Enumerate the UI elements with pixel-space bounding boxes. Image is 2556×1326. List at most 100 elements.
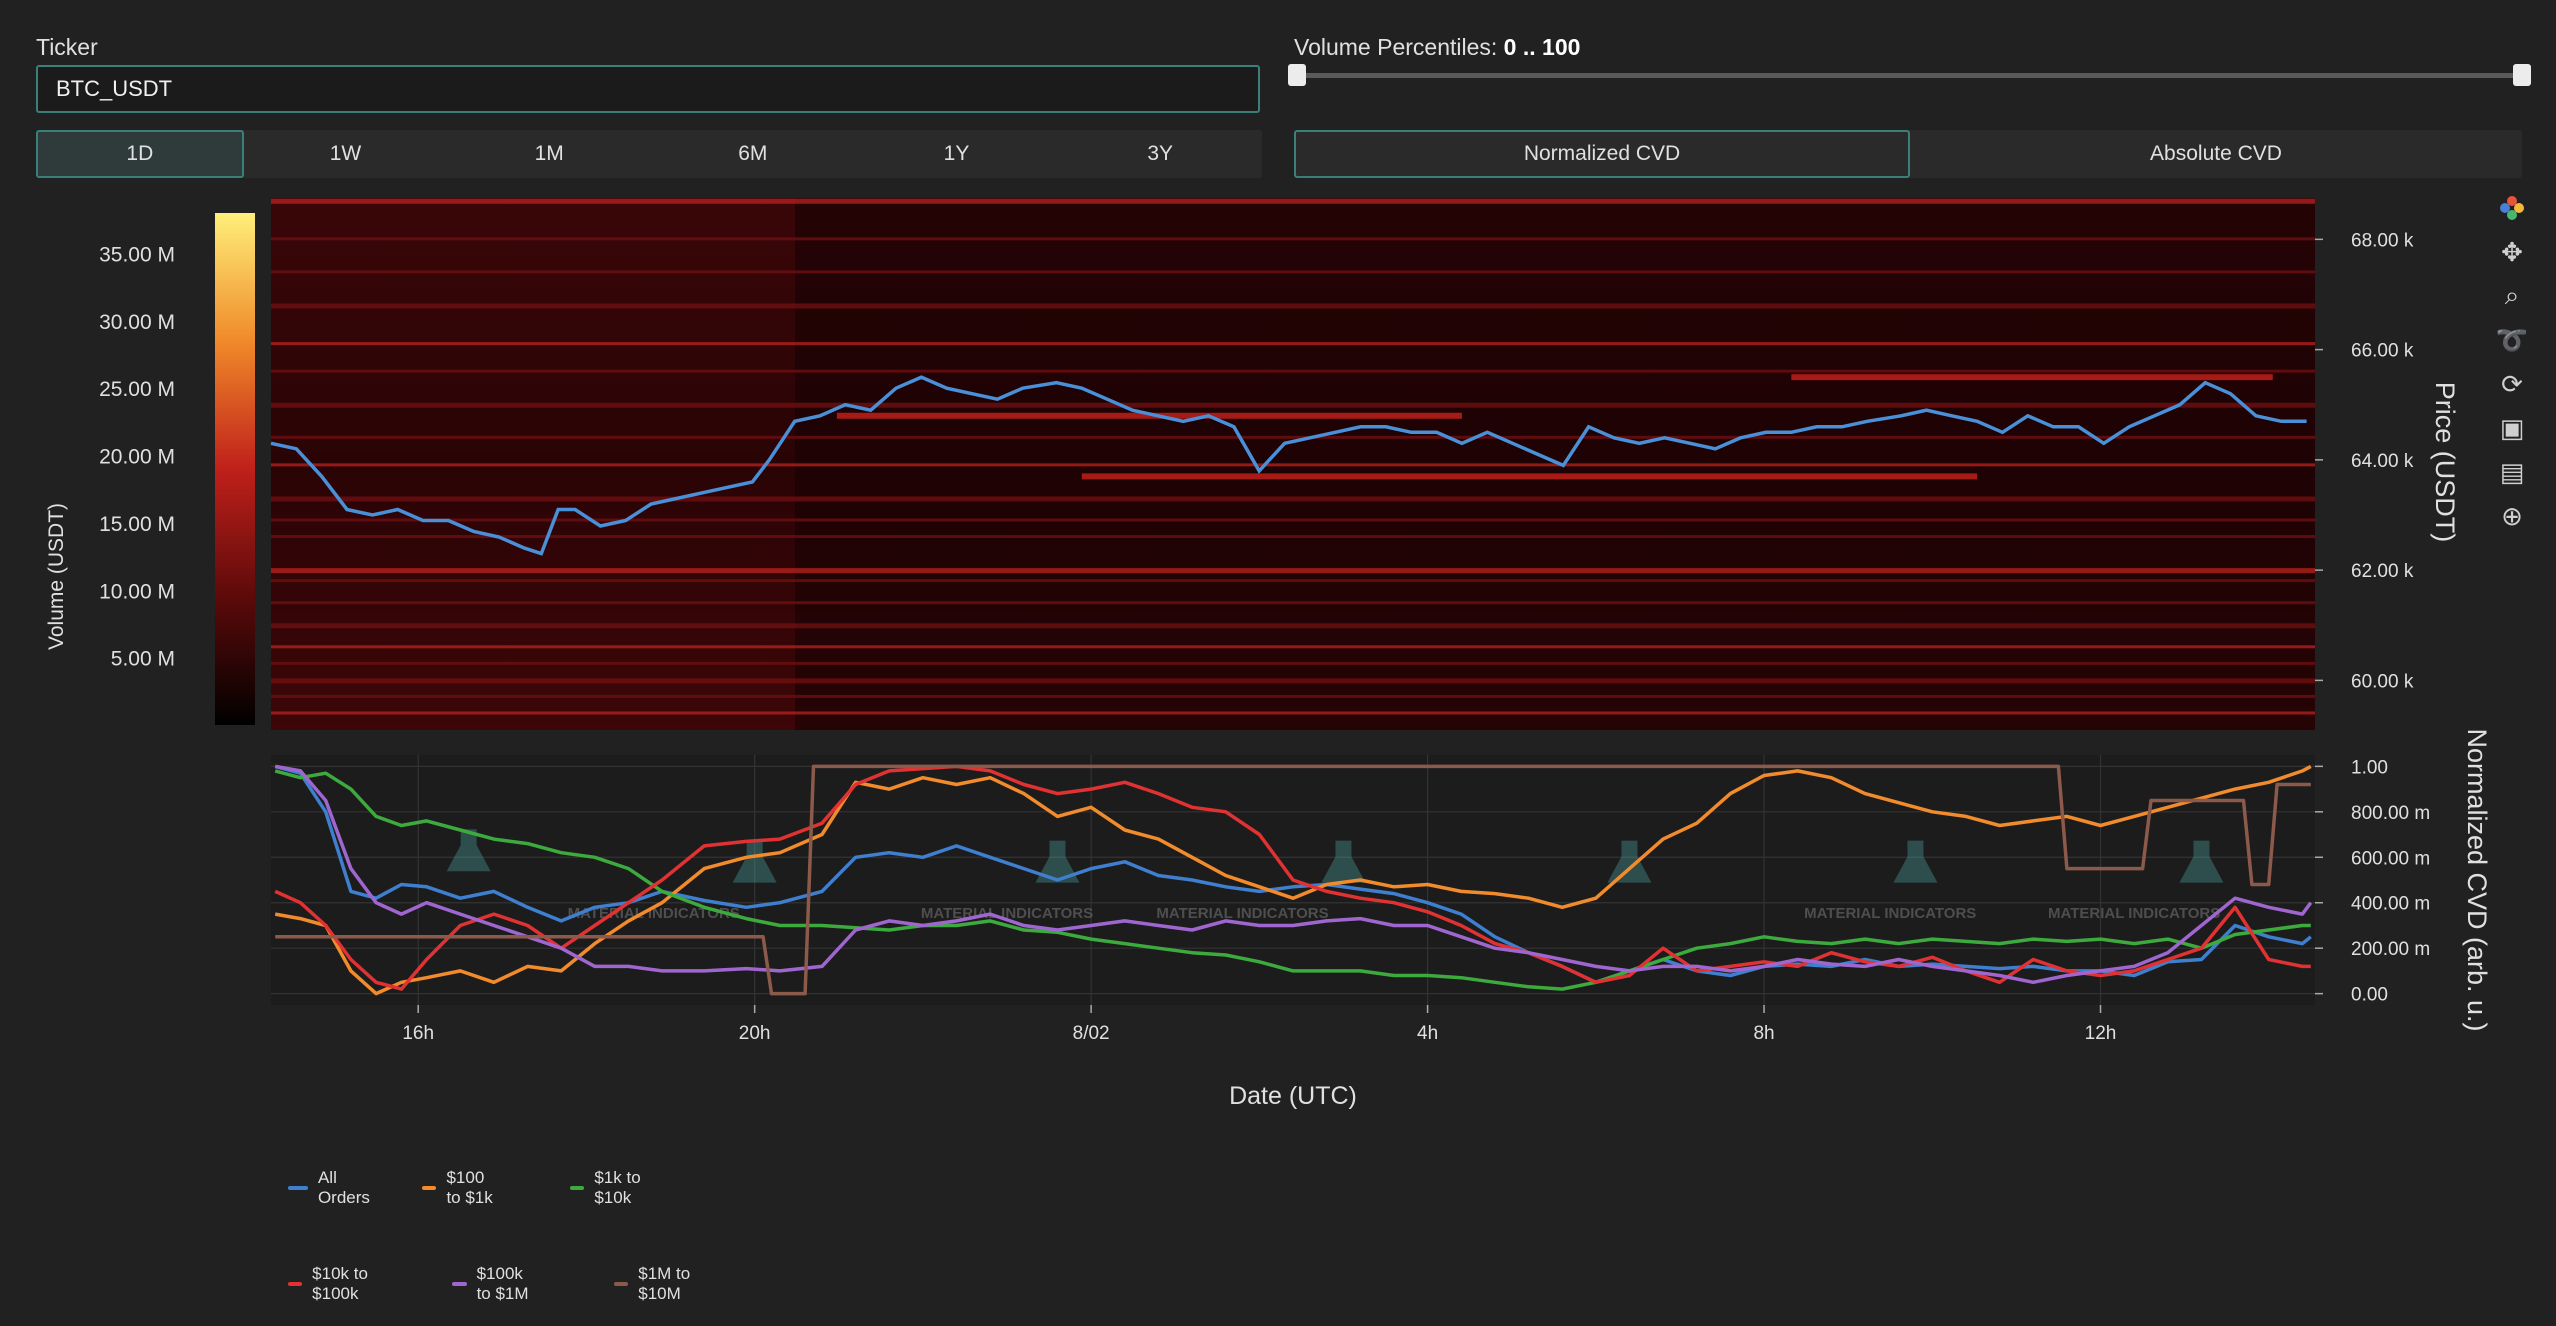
legend-swatch bbox=[570, 1186, 585, 1190]
range-button-1w[interactable]: 1W bbox=[329, 142, 362, 165]
cvd-heatmap-chart[interactable]: 5.00 M 10.00 M 15.00 M 20.00 M 25.00 M 30.00 … bbox=[0, 190, 2556, 1120]
colorbar bbox=[215, 213, 255, 725]
legend-label: $100k to $1M bbox=[476, 1264, 529, 1303]
download-icon[interactable]: ▣ bbox=[2499, 412, 2525, 443]
normalized-cvd-button[interactable]: Normalized CVD bbox=[1294, 130, 1910, 178]
plot-modebar: ✥ ⌕ ➰ ⟳ ▣ ▤ ⊕ bbox=[2490, 186, 2534, 538]
flask-watermark-icon bbox=[1607, 840, 1652, 883]
reset-icon[interactable]: ⟳ bbox=[2501, 368, 2523, 399]
date-tick-label: 8h bbox=[1753, 1023, 1774, 1044]
legend-label: $10k to $100k bbox=[312, 1264, 368, 1303]
range-button-3y[interactable]: 3Y bbox=[1147, 142, 1174, 165]
volume-percentiles-slider[interactable] bbox=[1296, 73, 2522, 78]
range-button-1d[interactable]: 1D bbox=[36, 130, 244, 178]
comment-icon[interactable]: ▤ bbox=[2499, 456, 2525, 487]
price-tick-label: 62.00 k bbox=[2351, 561, 2414, 582]
cvd-series-line[interactable] bbox=[274, 769, 2311, 991]
watermark-text: MATERIAL INDICATORS bbox=[2048, 905, 2220, 922]
colorbar-tick-label: 10.00 M bbox=[99, 580, 175, 603]
heatmap-band bbox=[271, 435, 2315, 439]
crosshair-icon[interactable]: ⊕ bbox=[2501, 500, 2523, 531]
watermark-text: MATERIAL INDICATORS bbox=[921, 905, 1093, 922]
ticker-input[interactable] bbox=[36, 65, 1260, 113]
heatmap-band bbox=[271, 402, 2315, 408]
heatmap-band bbox=[271, 270, 2315, 274]
legend-swatch bbox=[422, 1186, 437, 1190]
price-tick-label: 60.00 k bbox=[2351, 671, 2414, 692]
legend-label: $1M to $10M bbox=[638, 1264, 691, 1303]
heatmap-band bbox=[271, 198, 2315, 204]
legend-item[interactable]: $1M to $10M bbox=[614, 1264, 693, 1304]
legend-item[interactable]: $100k to $1M bbox=[452, 1264, 534, 1304]
cvd-series-line[interactable] bbox=[274, 764, 2311, 991]
legend-item[interactable]: All Orders bbox=[288, 1168, 376, 1208]
plotly-logo-icon[interactable] bbox=[2490, 186, 2534, 230]
heatmap-band bbox=[271, 711, 2315, 715]
heatmap-band bbox=[271, 237, 2315, 241]
pan-icon[interactable]: ✥ bbox=[2501, 236, 2523, 267]
legend-label: $1k to $10k bbox=[594, 1168, 641, 1207]
legend-swatch bbox=[288, 1186, 308, 1190]
legend-item[interactable]: $10k to $100k bbox=[288, 1264, 370, 1304]
flask-watermark-icon bbox=[1893, 840, 1938, 883]
date-tick-label: 8/02 bbox=[1073, 1023, 1110, 1044]
price-axis-title: Price (USDT) bbox=[2430, 382, 2460, 543]
heatmap-band bbox=[271, 518, 2315, 522]
watermark-text: MATERIAL INDICATORS bbox=[1156, 905, 1328, 922]
cvd-mode-selector: Normalized CVD Absolute CVD bbox=[1294, 130, 2522, 178]
range-button-1y[interactable]: 1Y bbox=[943, 142, 970, 165]
heatmap-level-line bbox=[1791, 374, 2273, 381]
range-button-1m[interactable]: 1M bbox=[534, 142, 564, 165]
heatmap-band bbox=[271, 369, 2315, 373]
time-range-selector: 1D 1W 1M 6M 1Y 3Y bbox=[36, 130, 1262, 178]
legend-item[interactable]: $100 to $1k bbox=[422, 1168, 496, 1208]
heatmap-band bbox=[271, 463, 2315, 467]
cvd-tick-label: 0.00 bbox=[2351, 985, 2388, 1006]
colorbar-tick-label: 20.00 M bbox=[99, 446, 175, 469]
range-button-6m[interactable]: 6M bbox=[738, 142, 768, 165]
heatmap-band bbox=[271, 678, 2315, 684]
cvd-axis-title: Normalized CVD (arb. u.) bbox=[2462, 728, 2492, 1031]
heatmap-plot[interactable] bbox=[270, 198, 2315, 730]
colorbar-title: Volume (USDT) bbox=[45, 503, 68, 650]
flask-watermark-icon bbox=[1321, 840, 1366, 883]
colorbar-tick-label: 35.00 M bbox=[99, 243, 175, 266]
cvd-series-line[interactable] bbox=[274, 764, 2313, 985]
colorbar-tick-label: 25.00 M bbox=[99, 378, 175, 401]
price-tick-label: 68.00 k bbox=[2351, 230, 2414, 251]
legend-label: $100 to $1k bbox=[446, 1168, 493, 1207]
ticker-label: Ticker bbox=[36, 34, 98, 60]
volume-percentiles-label: Volume Percentiles: 0 .. 100 bbox=[1294, 34, 1580, 61]
price-tick-label: 66.00 k bbox=[2351, 341, 2414, 362]
zoom-icon[interactable]: ⌕ bbox=[2504, 280, 2520, 310]
flask-watermark-icon bbox=[2179, 840, 2224, 883]
heatmap-band bbox=[271, 568, 2315, 574]
date-tick-label: 20h bbox=[739, 1023, 771, 1044]
legend-item[interactable]: $1k to $10k bbox=[570, 1168, 643, 1208]
cvd-series-line[interactable] bbox=[275, 764, 2311, 996]
cvd-series-line[interactable] bbox=[274, 764, 2312, 985]
heatmap-band bbox=[271, 601, 2315, 605]
flask-watermark-icon bbox=[446, 829, 491, 872]
colorbar-tick-label: 5.00 M bbox=[111, 648, 175, 671]
slider-handle-max[interactable] bbox=[2513, 64, 2531, 86]
heatmap-band bbox=[271, 661, 2315, 665]
date-tick-label: 4h bbox=[1417, 1023, 1438, 1044]
heatmap-level-line bbox=[836, 412, 1462, 419]
lasso-icon[interactable]: ➰ bbox=[2495, 324, 2529, 355]
cvd-tick-label: 600.00 m bbox=[2351, 848, 2430, 869]
colorbar-tick-label: 30.00 M bbox=[99, 311, 175, 334]
absolute-cvd-button[interactable]: Absolute CVD bbox=[2150, 142, 2282, 165]
price-line bbox=[270, 375, 2307, 556]
slider-handle-min[interactable] bbox=[1288, 64, 1306, 86]
heatmap-band bbox=[271, 579, 2315, 583]
cvd-tick-label: 200.00 m bbox=[2351, 939, 2430, 960]
legend-swatch bbox=[452, 1282, 467, 1286]
cvd-series-line[interactable] bbox=[274, 764, 2312, 996]
legend-label: All Orders bbox=[317, 1168, 370, 1207]
heatmap-band bbox=[271, 645, 2315, 649]
watermark-text: MATERIAL INDICATORS bbox=[1804, 905, 1976, 922]
volume-percentiles-title: Volume Percentiles: bbox=[1294, 34, 1498, 60]
volume-percentiles-value: 0 .. 100 bbox=[1503, 34, 1581, 60]
cvd-tick-label: 400.00 m bbox=[2351, 894, 2430, 915]
